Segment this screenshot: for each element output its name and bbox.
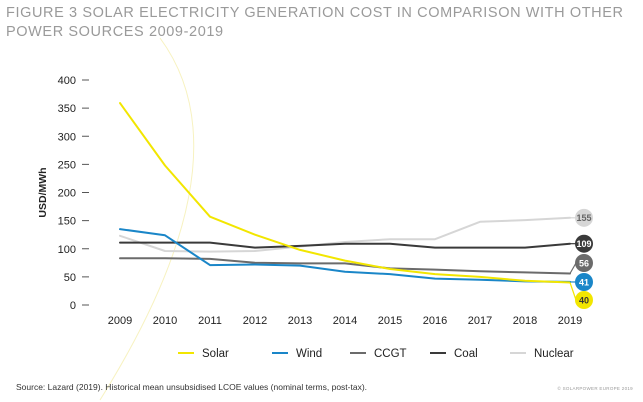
y-tick-label: 250 [58, 159, 76, 171]
x-tick-label: 2013 [288, 315, 312, 327]
series-line-solar [119, 102, 571, 284]
end-value-badge-solar [575, 291, 593, 309]
x-tick-label: 2018 [513, 315, 537, 327]
decorative-arc [99, 37, 195, 401]
legend-label: Coal [454, 348, 478, 360]
legend-label: Wind [296, 348, 322, 360]
y-axis-label: USD/MWh [37, 167, 49, 217]
end-value-badge-coal [575, 234, 593, 253]
x-tick-label: 2010 [153, 315, 177, 327]
leader-line [569, 262, 577, 274]
x-tick-label: 2016 [423, 315, 447, 327]
source-note: Source: Lazard (2019). Historical mean u… [16, 382, 368, 392]
figure-label: FIGURE 3 [6, 5, 78, 21]
end-value-label: 109 [576, 239, 591, 249]
x-tick-label: 2014 [333, 315, 357, 327]
title-text: SOLAR ELECTRICITY GENERATION COST IN COM… [6, 5, 624, 40]
end-labels: 40 41 56 109 155 [569, 208, 593, 309]
footer-mark: © SOLARPOWER EUROPE 2019 [557, 386, 633, 391]
legend: Solar Wind CCGT Coal Nuclear [178, 348, 574, 360]
y-tick-label: 150 [58, 216, 76, 228]
x-tick-label: 2009 [108, 315, 132, 327]
series-line-wind [119, 228, 571, 283]
end-value-label: 155 [576, 213, 591, 223]
series-layer [119, 102, 571, 284]
series-line-coal [119, 241, 571, 249]
y-tick-label: 100 [58, 244, 76, 256]
x-tick-label: 2012 [243, 315, 267, 327]
y-tick-label: 350 [58, 103, 76, 115]
legend-label: CCGT [374, 348, 407, 360]
x-axis: 2009 2010 2011 2012 2013 2014 2015 2016 2017 2018… [108, 315, 582, 327]
end-value-label: 40 [579, 295, 589, 305]
end-value-label: 56 [579, 258, 589, 268]
series-line-ccgt [119, 257, 571, 275]
end-value-badge-nuclear [575, 208, 593, 227]
y-axis: 0 50 100 150 200 250 300 350 400 USD/MWh [37, 75, 89, 312]
y-tick-label: 0 [70, 300, 76, 312]
end-value-badge-ccgt [575, 254, 593, 272]
series-line-nuclear [119, 216, 571, 253]
end-value-label: 41 [579, 277, 589, 287]
chart-title: FIGURE 3 SOLAR ELECTRICITY GENERATION CO… [6, 4, 636, 42]
y-tick-label: 200 [58, 188, 76, 200]
x-tick-label: 2017 [468, 315, 492, 327]
y-tick-label: 400 [58, 75, 76, 87]
x-tick-label: 2019 [558, 315, 582, 327]
legend-label: Solar [202, 348, 229, 360]
x-tick-label: 2015 [378, 315, 402, 327]
x-tick-label: 2011 [198, 315, 222, 327]
y-tick-label: 50 [64, 272, 76, 284]
legend-label: Nuclear [534, 348, 574, 360]
end-value-badge-wind [575, 273, 593, 291]
leader-line [569, 282, 577, 301]
y-tick-label: 300 [58, 131, 76, 143]
